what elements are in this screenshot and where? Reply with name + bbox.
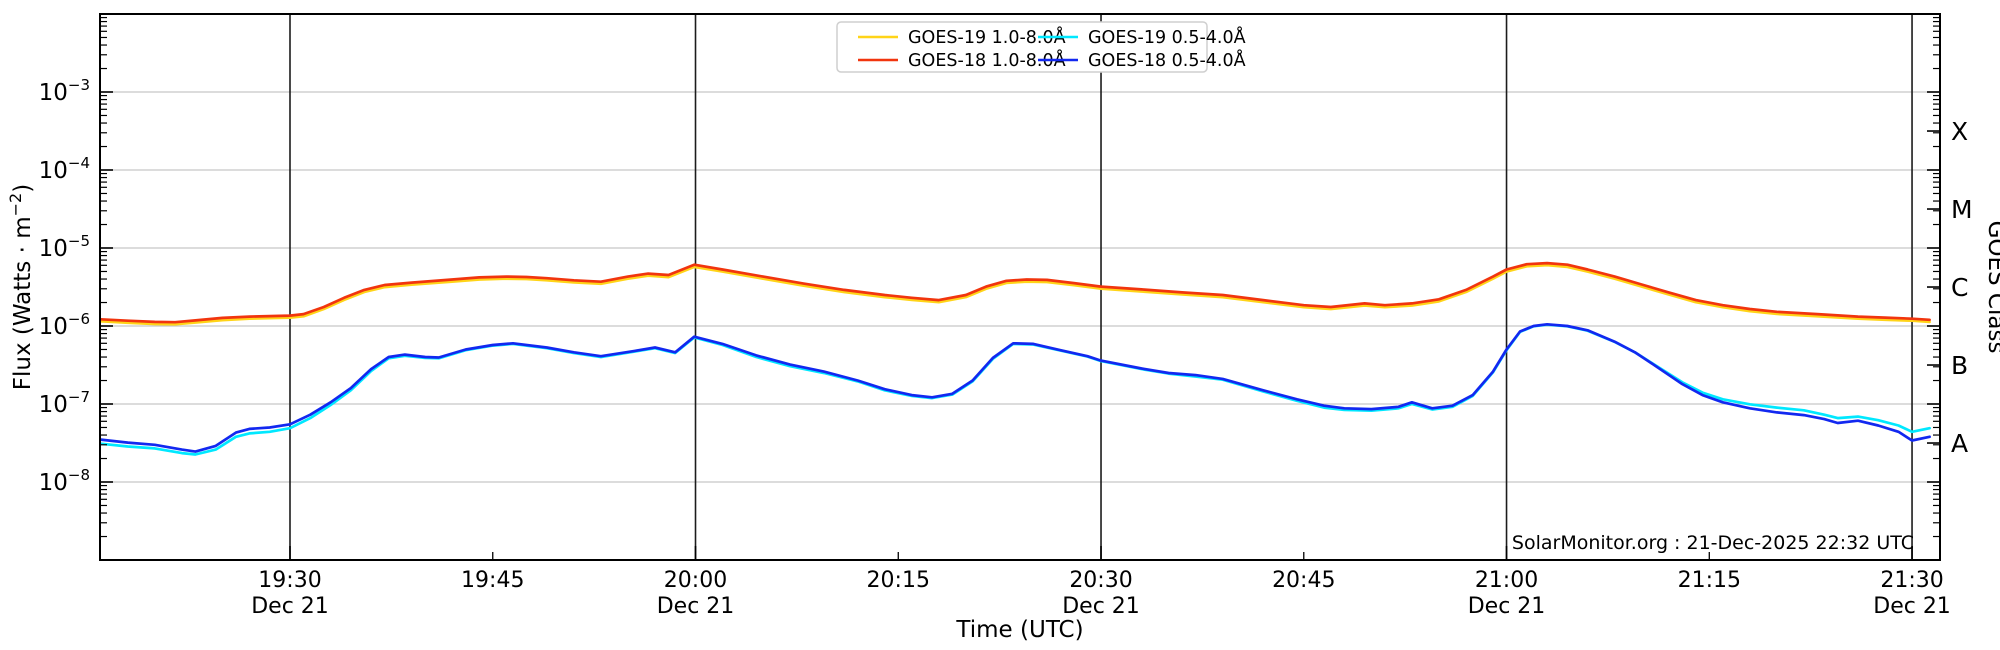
x-tick-time-label: 20:45 — [1272, 568, 1335, 593]
curve-goes18-long — [99, 261, 1931, 324]
y-axis-tick-labels: 10−3 10−4 10−5 10−6 10−7 10−8 — [39, 76, 90, 496]
y-tick-label: 10−7 — [39, 388, 90, 418]
x-tick-date-label: Dec 21 — [1062, 594, 1140, 619]
y-tick-label: 10−6 — [39, 310, 90, 340]
y-axis-title: Flux (Watts · m−2) — [6, 184, 36, 390]
legend-label-goes18_short: GOES-18 0.5-4.0Å — [1088, 49, 1246, 71]
x-tick-time-label: 20:00 — [664, 568, 727, 593]
x-tick-date-label: Dec 21 — [251, 594, 329, 619]
y-tick-label: 10−5 — [39, 232, 90, 262]
legend-label-goes18_long: GOES-18 1.0-8.0Å — [908, 49, 1066, 71]
goes-class-letter: B — [1951, 351, 1968, 380]
y2-axis-title: GOES Class — [1983, 221, 2000, 354]
axis-ticks — [100, 13, 1940, 561]
x-axis-title: Time (UTC) — [955, 617, 1083, 643]
curve-goes19-long — [99, 263, 1931, 326]
goes-class-letters: X M C B A — [1951, 117, 1973, 458]
goes-class-letter: M — [1951, 195, 1973, 224]
gridlines — [100, 91, 1940, 483]
x-tick-time-label: 21:30 — [1880, 568, 1943, 593]
x-tick-time-label: 21:15 — [1678, 568, 1741, 593]
flux-curves — [99, 261, 1931, 456]
legend-box — [836, 21, 1208, 73]
legend-label-goes19_short: GOES-19 0.5-4.0Å — [1088, 26, 1246, 48]
x-tick-date-label: Dec 21 — [1873, 594, 1951, 619]
x-tick-time-label: 21:00 — [1475, 568, 1538, 593]
x-tick-date-label: Dec 21 — [657, 594, 735, 619]
y-tick-label: 10−4 — [39, 154, 90, 184]
y-tick-label: 10−8 — [39, 466, 90, 496]
x-tick-date-label: Dec 21 — [1468, 594, 1546, 619]
goes-class-letter: A — [1951, 429, 1968, 458]
curve-goes18-short — [99, 322, 1931, 453]
goes-class-letter: X — [1951, 117, 1968, 146]
y-tick-label: 10−3 — [39, 76, 90, 106]
x-tick-time-label: 19:45 — [461, 568, 524, 593]
x-tick-time-label: 20:15 — [867, 568, 930, 593]
x-tick-time-label: 19:30 — [258, 568, 321, 593]
x-tick-time-label: 20:30 — [1069, 568, 1132, 593]
goes-class-letter: C — [1951, 273, 1968, 302]
legend-label-goes19_long: GOES-19 1.0-8.0Å — [908, 26, 1066, 48]
attribution-text: SolarMonitor.org : 21-Dec-2025 22:32 UTC — [1512, 532, 1914, 554]
